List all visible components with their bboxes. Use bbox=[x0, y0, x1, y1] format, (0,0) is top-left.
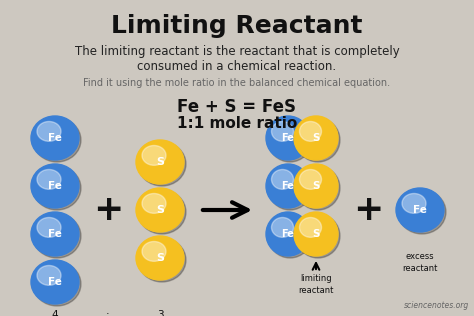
Text: Fe: Fe bbox=[413, 205, 427, 215]
Ellipse shape bbox=[33, 166, 81, 210]
Text: Find it using the mole ratio in the balanced chemical equation.: Find it using the mole ratio in the bala… bbox=[83, 78, 391, 88]
Ellipse shape bbox=[37, 121, 61, 141]
Ellipse shape bbox=[138, 238, 186, 282]
Text: consumed in a chemical reaction.: consumed in a chemical reaction. bbox=[137, 60, 337, 73]
Ellipse shape bbox=[136, 188, 184, 232]
Ellipse shape bbox=[398, 190, 446, 234]
Ellipse shape bbox=[138, 190, 186, 234]
Text: Fe: Fe bbox=[48, 277, 62, 287]
Ellipse shape bbox=[142, 145, 166, 165]
Text: S: S bbox=[312, 229, 320, 239]
Text: :: : bbox=[106, 310, 110, 316]
Ellipse shape bbox=[268, 166, 312, 210]
Ellipse shape bbox=[266, 164, 310, 208]
Ellipse shape bbox=[136, 236, 184, 280]
Ellipse shape bbox=[37, 265, 61, 285]
Ellipse shape bbox=[142, 193, 166, 213]
Ellipse shape bbox=[300, 217, 321, 237]
Ellipse shape bbox=[294, 164, 338, 208]
Ellipse shape bbox=[33, 214, 81, 258]
Text: Fe: Fe bbox=[282, 229, 294, 239]
Text: Fe: Fe bbox=[48, 229, 62, 239]
Text: +: + bbox=[353, 193, 383, 227]
Ellipse shape bbox=[294, 116, 338, 160]
Text: 1:1 mole ratio: 1:1 mole ratio bbox=[177, 116, 297, 131]
Text: Fe: Fe bbox=[48, 133, 62, 143]
Ellipse shape bbox=[268, 214, 312, 258]
Text: S: S bbox=[312, 181, 320, 191]
Text: Fe: Fe bbox=[48, 181, 62, 191]
Text: excess
reactant: excess reactant bbox=[402, 252, 438, 273]
Ellipse shape bbox=[138, 142, 186, 186]
Ellipse shape bbox=[294, 212, 338, 256]
Text: The limiting reactant is the reactant that is completely: The limiting reactant is the reactant th… bbox=[74, 45, 400, 58]
Ellipse shape bbox=[37, 169, 61, 189]
Text: S: S bbox=[156, 157, 164, 167]
Ellipse shape bbox=[402, 193, 426, 213]
Text: Fe: Fe bbox=[282, 133, 294, 143]
Ellipse shape bbox=[300, 169, 321, 189]
Ellipse shape bbox=[31, 212, 79, 256]
Ellipse shape bbox=[268, 118, 312, 162]
Text: +: + bbox=[93, 193, 123, 227]
Ellipse shape bbox=[300, 121, 321, 141]
Ellipse shape bbox=[272, 121, 293, 141]
Text: 3: 3 bbox=[157, 310, 164, 316]
Ellipse shape bbox=[272, 217, 293, 237]
Ellipse shape bbox=[296, 166, 340, 210]
Text: Fe + S = FeS: Fe + S = FeS bbox=[177, 98, 297, 116]
Ellipse shape bbox=[37, 217, 61, 237]
Text: sciencenotes.org: sciencenotes.org bbox=[404, 301, 469, 310]
Ellipse shape bbox=[31, 164, 79, 208]
Ellipse shape bbox=[33, 118, 81, 162]
Ellipse shape bbox=[396, 188, 444, 232]
Ellipse shape bbox=[296, 214, 340, 258]
Text: 4: 4 bbox=[52, 310, 58, 316]
Text: S: S bbox=[312, 133, 320, 143]
Ellipse shape bbox=[33, 262, 81, 306]
Ellipse shape bbox=[296, 118, 340, 162]
Text: limiting
reactant: limiting reactant bbox=[298, 274, 334, 295]
Text: S: S bbox=[156, 205, 164, 215]
Ellipse shape bbox=[266, 212, 310, 256]
Ellipse shape bbox=[31, 260, 79, 304]
Text: Limiting Reactant: Limiting Reactant bbox=[111, 14, 363, 38]
Ellipse shape bbox=[136, 140, 184, 184]
Ellipse shape bbox=[142, 241, 166, 261]
Ellipse shape bbox=[272, 169, 293, 189]
Ellipse shape bbox=[31, 116, 79, 160]
Text: S: S bbox=[156, 253, 164, 263]
Text: Fe: Fe bbox=[282, 181, 294, 191]
Ellipse shape bbox=[266, 116, 310, 160]
